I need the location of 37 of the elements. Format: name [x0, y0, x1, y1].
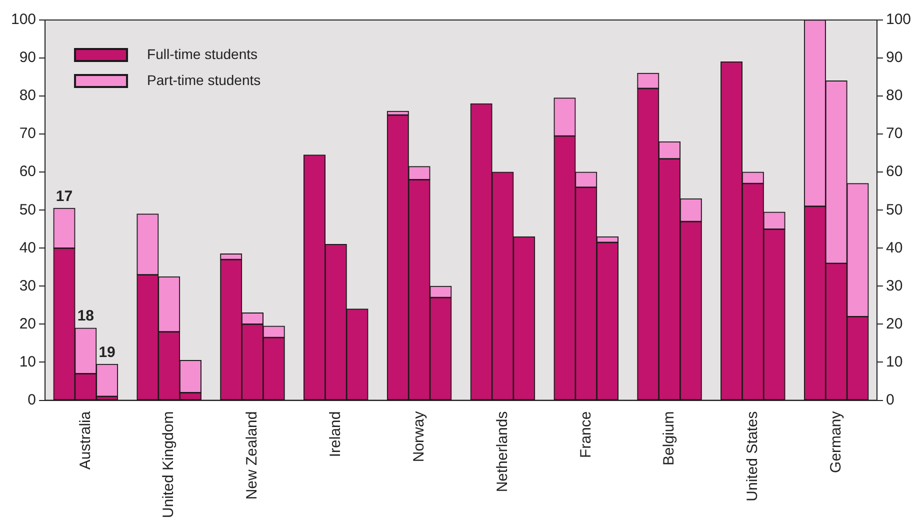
x-tick-label: Norway [410, 410, 428, 462]
annotation: 18 [77, 308, 94, 325]
y-tick-label: 20 [19, 315, 36, 332]
annotation: 17 [56, 188, 73, 205]
x-tick-label: Belgium [660, 411, 678, 466]
x-tick-label: United Kingdom [160, 411, 178, 518]
y2-tick-label: 50 [886, 201, 903, 218]
legend-label: Full-time students [147, 46, 258, 62]
y-tick-label: 10 [19, 353, 36, 370]
x-tick-label: Ireland [327, 411, 344, 458]
annotation: 19 [98, 344, 116, 361]
x-tick-label: United States [744, 411, 762, 502]
y-tick-label: 0 [28, 391, 36, 408]
y2-tick-label: 70 [886, 125, 903, 142]
y2-tick-label: 80 [886, 87, 903, 104]
y-tick-label: 100 [10, 11, 36, 28]
y2-tick-label: 20 [886, 315, 903, 332]
y2-tick-label: 40 [886, 239, 903, 256]
x-tick-label: Australia [76, 410, 94, 470]
y2-tick-label: 60 [886, 163, 903, 180]
y-tick-label: 40 [19, 239, 36, 256]
y2-tick-label: 0 [886, 391, 894, 408]
y2-tick-label: 90 [886, 49, 903, 66]
x-tick-label: Netherlands [494, 411, 511, 492]
y2-tick-label: 10 [886, 353, 903, 370]
y-tick-label: 60 [19, 163, 36, 180]
y2-tick-label: 100 [886, 11, 912, 28]
x-tick-label: France [577, 411, 594, 458]
y-tick-label: 80 [19, 87, 36, 104]
y2-tick-label: 30 [886, 277, 903, 294]
y-tick-label: 70 [19, 125, 36, 142]
y-tick-label: 90 [19, 49, 36, 66]
legend-label: Part-time students [147, 72, 261, 88]
y-tick-label: 30 [19, 277, 36, 294]
x-tick-label: New Zealand [244, 411, 261, 500]
x-tick-label: Germany [827, 410, 844, 473]
y-tick-label: 50 [19, 201, 36, 218]
